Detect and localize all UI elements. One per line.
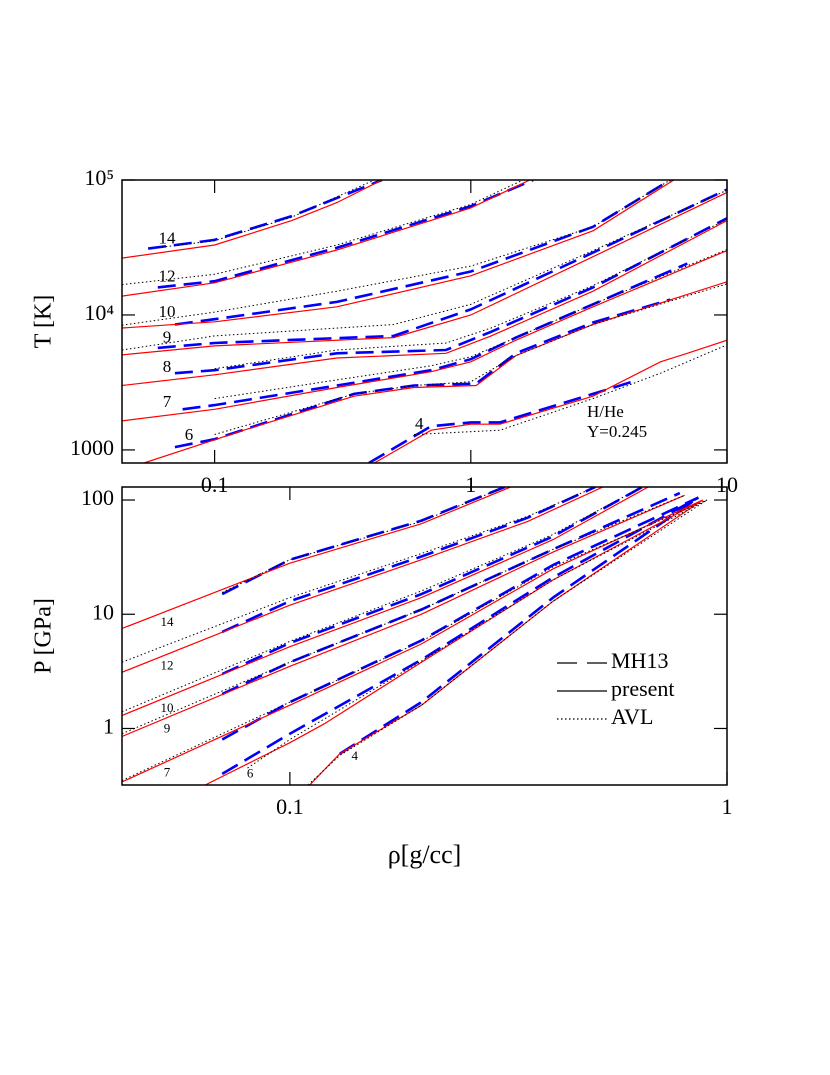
curve-dashed	[174, 217, 727, 375]
curve-solid	[122, 180, 531, 297]
x-tick-label: 1	[465, 472, 476, 497]
y-tick-label: 10⁴	[84, 300, 114, 325]
curve-dotted	[214, 219, 727, 370]
curve-dotted	[122, 180, 671, 326]
legend-label: present	[611, 676, 675, 701]
curve-label: 4	[415, 414, 424, 433]
y-tick-label: 10	[92, 599, 114, 624]
curve-label: 6	[185, 425, 194, 444]
curve-label: 7	[164, 764, 171, 779]
annotation: H/He	[587, 402, 624, 421]
curve-dotted	[122, 189, 727, 351]
curve-dotted	[221, 487, 505, 593]
curve-solid	[122, 220, 727, 387]
curve-label: 9	[163, 327, 172, 346]
panel: 0.1 1 10 1000 10⁴ 10⁵ 14 12 10 9 8 76 4 H/HeY=0.245 T …	[31, 165, 739, 497]
curve-dashed	[147, 180, 383, 250]
curve-dashed	[157, 188, 727, 350]
curve-dotted	[307, 499, 708, 785]
curve-solid	[122, 487, 511, 630]
curve-dotted	[413, 344, 727, 435]
y-tick-label: 1000	[70, 435, 114, 460]
x-tick-label: 10	[716, 472, 738, 497]
x-axis-label: ρ[g/cc]	[388, 840, 462, 869]
y-tick-label: 10⁵	[84, 165, 114, 190]
curve-dashed	[221, 487, 596, 634]
curve-dashed	[368, 378, 639, 463]
curve-dotted	[122, 487, 596, 663]
x-tick-label: 0.1	[201, 472, 229, 497]
curve-dashed	[339, 496, 700, 755]
curve-label: 4	[351, 748, 358, 763]
panel: 0.1 1 1 10 100 14 12 10 9 7 6 4 P [GPa] ρ[g/cc] MH13 pr…	[31, 485, 733, 869]
curve-label: 9	[164, 721, 171, 736]
curve-dotted	[122, 180, 524, 286]
curve-dashed	[221, 496, 700, 776]
curve-dotted	[122, 494, 685, 735]
curve-dashed	[157, 180, 534, 289]
legend-label: MH13	[611, 648, 668, 673]
curve-label: 7	[163, 392, 172, 411]
curve-label: 8	[163, 357, 172, 376]
curves	[122, 487, 708, 785]
curve-label: 12	[159, 267, 176, 286]
curves	[122, 180, 727, 463]
x-tick-label: 1	[722, 794, 733, 819]
y-axis-label: T [K]	[31, 295, 57, 349]
y-axis-label: P [GPa]	[31, 598, 57, 674]
curve-dashed	[182, 262, 688, 411]
curve-label: 6	[247, 766, 254, 781]
annotation: Y=0.245	[587, 422, 647, 441]
curve-label: 10	[161, 700, 174, 715]
y-tick-label: 100	[81, 485, 114, 510]
curve-dotted	[122, 487, 643, 713]
curve-label: 12	[161, 657, 174, 672]
curve-solid	[122, 180, 383, 259]
curve-solid	[122, 487, 649, 717]
curve-dotted	[247, 499, 708, 769]
plot-frame	[121, 179, 728, 464]
curve-solid	[122, 180, 675, 329]
curve-dashed	[221, 496, 699, 741]
curve-solid	[122, 499, 703, 783]
curve-solid	[122, 487, 604, 673]
curve-dotted	[157, 180, 375, 249]
curve-solid	[309, 499, 704, 785]
curve-label: 14	[161, 614, 175, 629]
curve-solid	[122, 494, 685, 738]
curve-dotted	[122, 499, 708, 782]
curve-solid	[122, 250, 727, 422]
curve-label: 10	[159, 302, 176, 321]
plot-frame	[121, 486, 728, 786]
legend-label: AVL	[611, 704, 653, 729]
y-tick-label: 1	[103, 714, 114, 739]
curve-dashed	[221, 487, 643, 676]
curve-solid	[204, 499, 703, 785]
curve-solid	[373, 339, 727, 463]
curve-dotted	[214, 249, 727, 400]
curve-solid	[122, 191, 727, 356]
curve-label: 14	[159, 229, 177, 248]
curve-dotted	[214, 283, 727, 435]
x-tick-label: 0.1	[276, 794, 304, 819]
